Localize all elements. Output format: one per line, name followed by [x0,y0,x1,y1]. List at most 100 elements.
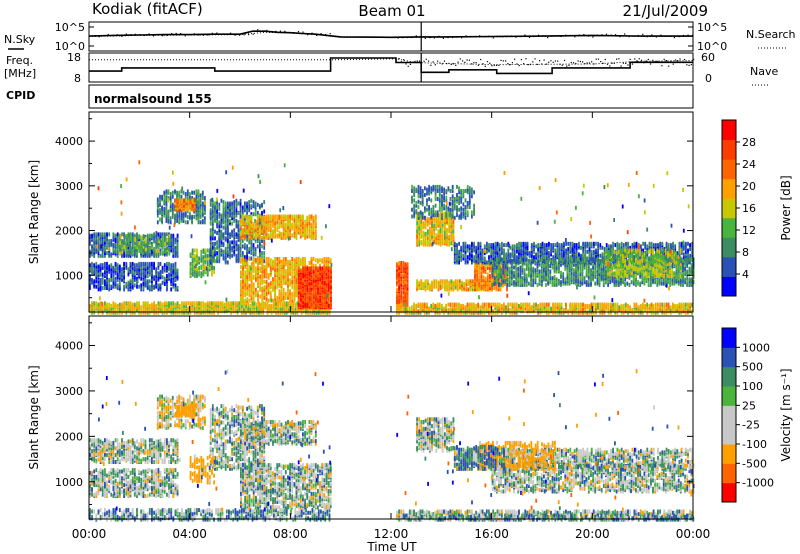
power-data-cell [146,261,149,266]
power-data-cell [91,233,93,238]
power-data-cell [166,301,168,306]
power-data-cell [297,266,300,271]
power-data-cell [151,268,153,273]
power-data-cell [201,190,204,195]
power-data-cell [153,239,156,244]
power-data-cell [244,245,246,250]
power-data-cell [314,258,317,263]
power-data-cell [287,269,289,273]
power-data-cell [289,270,291,275]
power-data-cell [302,214,304,219]
power-data-cell [415,303,418,308]
power-data-cell [108,267,111,272]
power-data-cell [248,240,251,245]
nsky-scatter-dot [578,34,580,36]
power-data-cell [240,282,242,287]
nave-scatter-dot [414,60,416,62]
nsky-scatter-dot [646,36,648,38]
power-data-cell [129,253,132,258]
power-data-cell [201,201,204,206]
power-data-cell [132,243,134,248]
power-data-cell [261,273,264,278]
power-data-cell [121,232,123,237]
power-data-cell [233,228,236,233]
power-data-cell [605,305,608,310]
nsky-scatter-dot [651,34,653,36]
power-data-cell [293,222,296,227]
power-data-cell [289,265,291,269]
nave-scatter-dot [647,58,649,61]
nsky-scatter-dot [415,35,417,37]
power-data-cell [580,308,582,312]
power-data-cell [294,306,297,311]
nsky-scatter-dot [542,35,544,37]
power-data-cell [280,235,283,240]
power-data-cell [438,310,441,315]
power-data-cell [189,198,192,203]
power-data-cell [248,247,251,252]
power-data-cell [239,245,242,250]
power-data-cell [189,268,192,273]
power-data-cell [129,246,132,251]
power-data-cell [163,210,166,215]
power-data-cell [155,276,158,281]
nave-scatter-dot [495,64,498,67]
power-data-cell [293,277,296,282]
power-data-cell [204,220,206,225]
power-data-cell [134,244,136,249]
nsky-scatter-dot [470,36,472,38]
power-data-cell [138,305,140,310]
power-data-cell [246,201,248,206]
power-data-cell [118,264,121,269]
power-data-cell [274,226,276,231]
power-data-cell [257,218,259,223]
power-data-cell [191,301,194,306]
power-data-cell [211,218,214,223]
nave-scatter-dot [625,62,627,65]
power-data-cell [443,306,445,311]
power-data-cell [330,281,332,286]
power-data-cell [569,302,572,307]
nsky-scatter-dot [574,36,576,38]
power-data-cell [244,234,247,239]
power-data-cell [308,261,311,265]
power-data-cell [250,295,253,300]
power-data-cell [224,229,227,234]
power-data-cell [239,210,242,215]
power-data-cell [142,269,145,274]
power-data-cell [590,305,593,310]
power-data-cell [404,286,407,291]
nave-scatter-dot [670,60,672,62]
nave-scatter-dot [654,61,656,63]
power-data-cell [259,248,261,253]
power-data-cell [295,274,298,279]
power-data-cell [235,210,238,215]
power-data-cell [449,306,452,311]
power-data-cell [97,253,100,258]
power-data-cell [222,249,225,254]
power-data-cell [157,261,160,266]
power-data-cell [165,201,168,206]
power-data-cell [91,261,93,266]
power-data-cell [577,309,580,314]
nsky-scatter-dot [519,35,522,38]
power-data-cell [112,309,115,314]
power-data-cell [104,251,106,256]
power-data-cell [189,212,191,217]
power-data-cell [93,301,96,306]
power-data-cell [259,274,262,279]
power-data-cell [244,205,246,210]
power-data-cell [97,268,100,273]
power-data-cell [297,261,300,265]
power-data-cell [239,208,242,213]
power-data-cell [321,290,324,295]
power-data-cell [248,229,251,234]
power-data-cell [216,200,218,205]
power-data-cell [226,260,229,265]
nave-scatter-dot [557,60,559,62]
power-data-cell [218,228,221,233]
power-data-cell [249,309,252,314]
nave-scatter-dot [446,63,448,65]
power-data-cell [306,231,309,236]
power-data-cell [91,301,93,306]
